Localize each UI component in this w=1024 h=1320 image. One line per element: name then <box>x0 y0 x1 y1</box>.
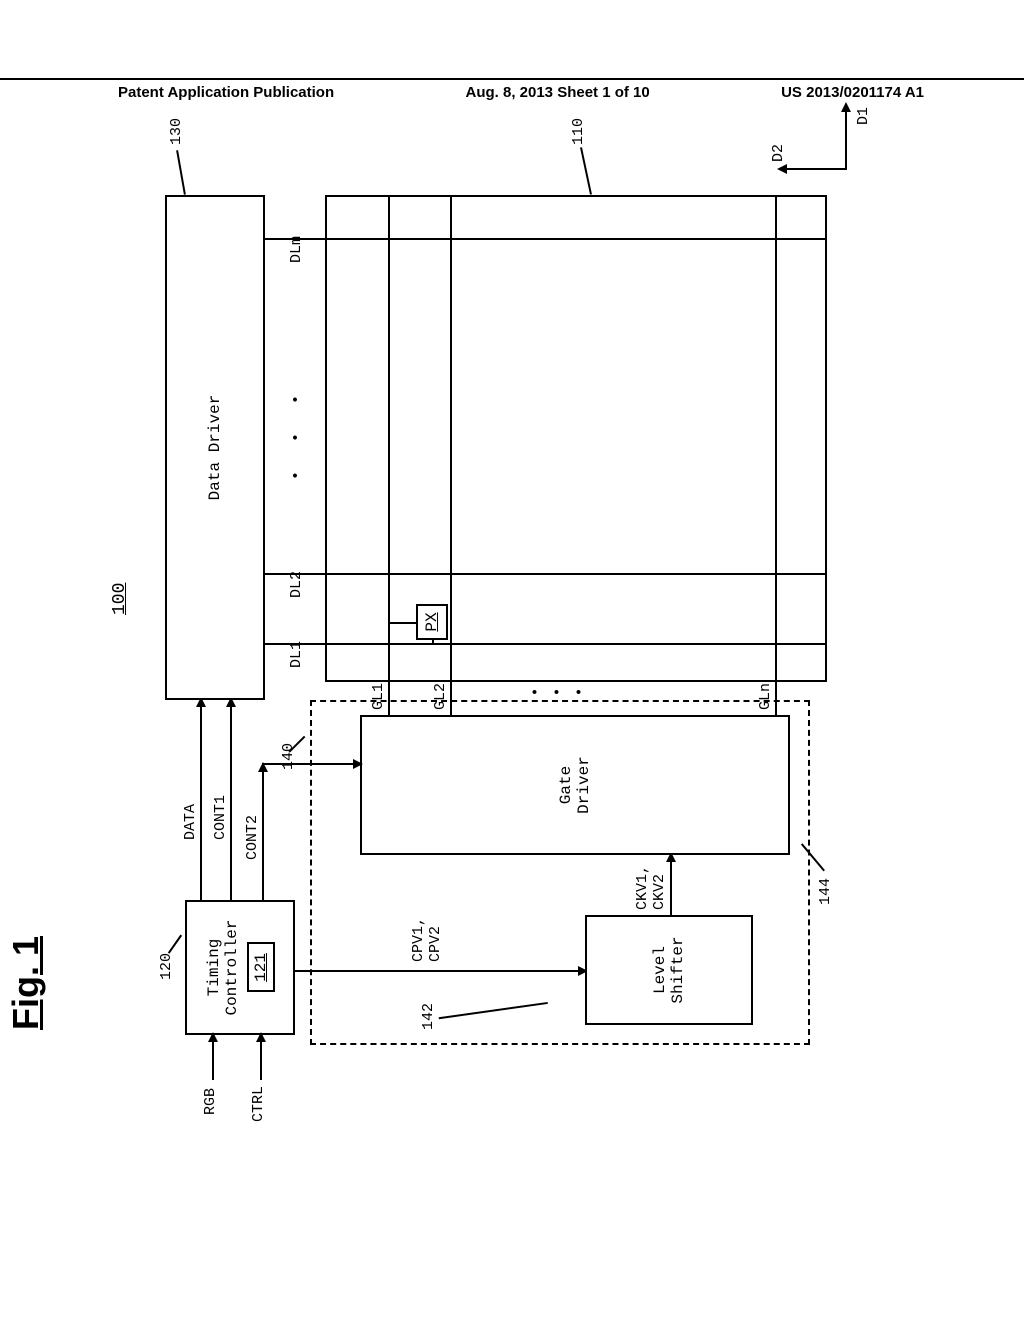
rgb-arrow <box>212 1040 214 1080</box>
pixel-label: PX <box>423 612 441 631</box>
data-driver-block: Data Driver <box>165 195 265 700</box>
cont1-label: CONT1 <box>212 795 229 840</box>
cont2-label: CONT2 <box>244 815 261 860</box>
leader-130 <box>176 150 185 195</box>
gl2-label: GL2 <box>432 683 449 710</box>
data-arrow <box>200 705 202 900</box>
cont2-into-gate <box>310 763 355 765</box>
d2-axis <box>785 168 845 170</box>
dlm-line <box>265 239 827 241</box>
page-header: Patent Application Publication Aug. 8, 2… <box>0 78 1024 101</box>
timing-controller-ref: 120 <box>158 953 175 980</box>
ckv-label: CKV1, CKV2 <box>634 865 668 910</box>
dl2-label: DL2 <box>288 571 305 598</box>
timing-controller-label: Timing Controller <box>205 920 241 1016</box>
header-center: Aug. 8, 2013 Sheet 1 of 10 <box>465 84 649 101</box>
d2-label: D2 <box>770 144 787 162</box>
display-panel-block <box>325 195 827 682</box>
timing-controller-sub-ref: 121 <box>252 953 270 982</box>
cont2-vline <box>262 763 312 765</box>
data-label: DATA <box>182 804 199 840</box>
gate-driver-label: Gate Driver <box>557 756 593 814</box>
px-stub-h <box>432 639 434 645</box>
data-driver-ref: 130 <box>168 118 185 145</box>
cpv-arrow <box>295 970 580 972</box>
pixel-block: PX <box>416 604 448 640</box>
header-right: US 2013/0201174 A1 <box>781 84 924 101</box>
gate-driver-block: Gate Driver <box>360 715 790 855</box>
d1-axis <box>845 110 847 170</box>
leader-110 <box>580 147 591 194</box>
gln-line <box>775 195 777 715</box>
cont1-arrow <box>230 705 232 900</box>
dl1-line <box>265 644 827 646</box>
cont2-arrow <box>262 770 264 900</box>
system-ref-label: 100 <box>110 583 130 615</box>
cpv-label: CPV1, CPV2 <box>410 917 444 962</box>
dl2-line <box>265 574 827 576</box>
dl1-label: DL1 <box>288 641 305 668</box>
level-shifter-label: Level Shifter <box>651 936 687 1003</box>
d1-label: D1 <box>855 107 872 125</box>
header-left: Patent Application Publication <box>118 84 334 101</box>
diagram: Fig. 1 100 Timing Controller 121 120 RGB… <box>0 280 1024 1100</box>
timing-controller-block: Timing Controller 121 <box>185 900 295 1035</box>
ctrl-arrow <box>260 1040 262 1080</box>
px-stub-v <box>388 623 416 625</box>
gate-driver-ref: 144 <box>817 878 834 905</box>
dl-ellipsis: • • • <box>288 385 305 480</box>
figure-title: Fig. 1 <box>5 936 47 1030</box>
level-shifter-block: Level Shifter <box>585 915 753 1025</box>
gl1-line <box>388 195 390 715</box>
gln-label: GLn <box>757 683 774 710</box>
timing-controller-sub: 121 <box>247 943 275 993</box>
data-driver-label: Data Driver <box>206 395 224 501</box>
gl-ellipsis: • • • <box>530 685 585 702</box>
leader-120 <box>168 935 182 954</box>
rgb-label: RGB <box>202 1088 219 1115</box>
gl2-line <box>450 195 452 715</box>
dlm-label: DLm <box>288 236 305 263</box>
level-shifter-ref: 142 <box>420 1003 437 1030</box>
ckv-arrow <box>670 860 672 915</box>
ctrl-label: CTRL <box>250 1086 267 1122</box>
gl1-label: GL1 <box>370 683 387 710</box>
display-panel-ref: 110 <box>570 118 587 145</box>
